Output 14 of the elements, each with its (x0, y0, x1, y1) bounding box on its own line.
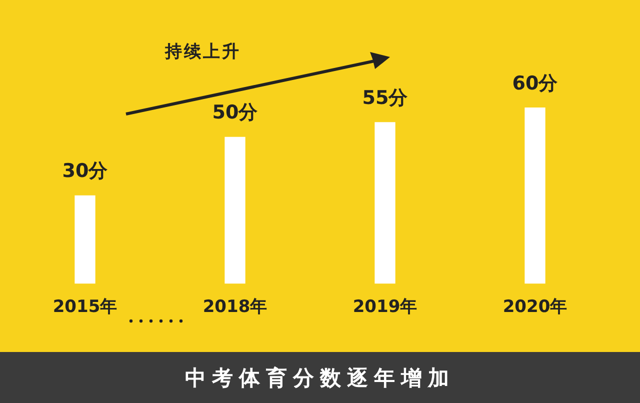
x-tick-label: 2020年 (502, 297, 568, 318)
text: 中考体育分数逐年增加 (0, 352, 640, 403)
bar (524, 108, 546, 284)
bar (374, 122, 396, 284)
x-tick-label: 2019年 (352, 297, 418, 318)
text: 持续上升 (165, 41, 241, 63)
data-label: 60分 (512, 72, 559, 94)
data-label: 55分 (362, 86, 409, 109)
x-tick-label: 2018年 (202, 297, 268, 318)
bar (224, 136, 246, 284)
bar (74, 195, 96, 284)
data-label: 50分 (212, 102, 259, 124)
x-tick-label: 2015年 (52, 297, 118, 318)
data-label: 30分 (62, 160, 109, 182)
